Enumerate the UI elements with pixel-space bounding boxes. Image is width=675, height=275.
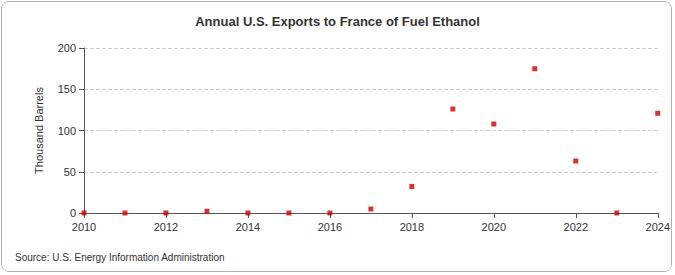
svg-text:2024: 2024: [646, 221, 670, 233]
svg-text:Thousand Barrels: Thousand Barrels: [33, 87, 45, 174]
svg-text:2016: 2016: [318, 221, 342, 233]
svg-text:200: 200: [58, 42, 76, 54]
svg-text:150: 150: [58, 83, 76, 95]
svg-text:2010: 2010: [72, 221, 96, 233]
svg-text:100: 100: [58, 125, 76, 137]
svg-text:50: 50: [64, 166, 76, 178]
svg-text:2022: 2022: [564, 221, 588, 233]
svg-text:2020: 2020: [482, 221, 506, 233]
svg-text:Annual U.S. Exports to France: Annual U.S. Exports to France of Fuel Et…: [195, 14, 480, 29]
svg-text:2014: 2014: [236, 221, 260, 233]
svg-text:Source: U.S. Energy Informatio: Source: U.S. Energy Information Administ…: [15, 252, 225, 263]
svg-text:2018: 2018: [400, 221, 424, 233]
svg-text:0: 0: [70, 207, 76, 219]
svg-text:2012: 2012: [154, 221, 178, 233]
